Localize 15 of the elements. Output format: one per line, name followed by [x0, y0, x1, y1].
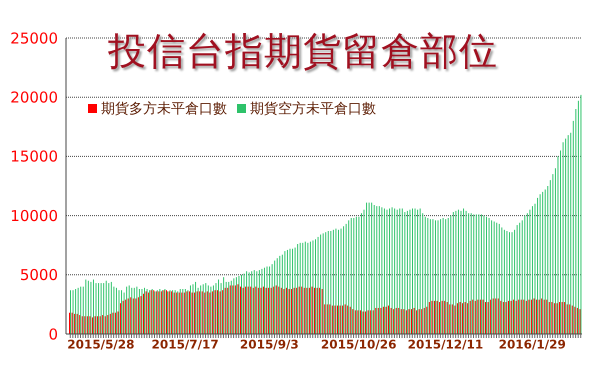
x-tick-label: 2015/7/17: [152, 338, 219, 352]
y-tick-label: 10000: [10, 206, 58, 225]
x-tick-label: 2015/5/28: [67, 338, 135, 352]
x-tick-label: 2015/12/11: [408, 338, 484, 352]
y-tick-label: 0: [48, 325, 58, 344]
y-tick-label: 5000: [20, 266, 58, 284]
y-tick-label: 15000: [10, 148, 58, 166]
chart-title: 投信台指期貨留倉部位: [108, 28, 498, 75]
y-tick-label: 25000: [10, 29, 58, 48]
legend-label: 期貨空方未平倉口數: [250, 101, 376, 117]
x-tick-label: 2016/1/29: [498, 338, 566, 352]
x-tick-label: 2015/9/3: [240, 338, 299, 352]
y-tick-label: 20000: [10, 88, 58, 107]
x-tick-label: 2015/10/26: [320, 338, 396, 352]
legend-label: 期貨多方未平倉口數: [101, 101, 227, 117]
